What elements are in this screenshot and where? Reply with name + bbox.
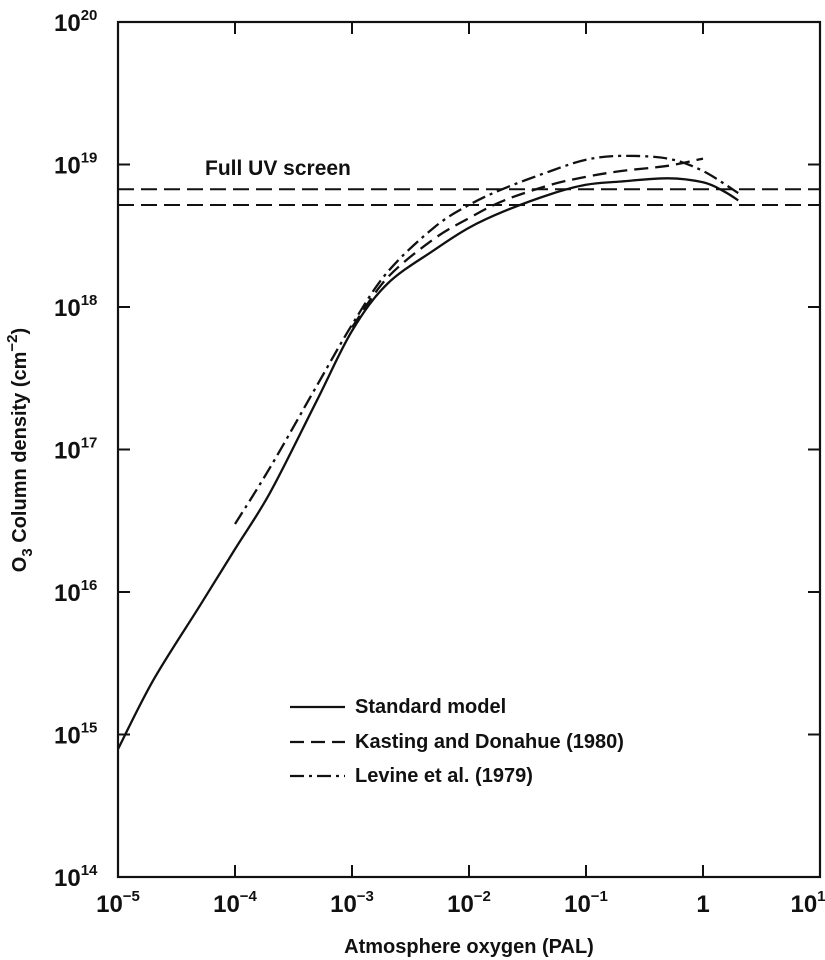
y-axis-title-o: O <box>9 557 31 573</box>
y-axis-title: O3 Column density (cm−2) <box>4 328 36 572</box>
x-tick-label: 1 <box>696 891 709 918</box>
y-axis-title-sub: 3 <box>19 548 36 556</box>
x-tick-label: 10−4 <box>213 888 257 918</box>
x-tick-label: 10−3 <box>330 888 374 918</box>
full-uv-screen-lines <box>118 188 820 206</box>
y-tick-label: 1018 <box>54 292 97 322</box>
x-tick-labels: 10−5 10−4 10−3 10−2 10−1 1 101 <box>96 888 825 918</box>
x-tick-label: 10−5 <box>96 888 140 918</box>
full-uv-screen-label: Full UV screen <box>205 157 351 180</box>
y-axis-title-rest: Column density (cm <box>9 352 31 549</box>
y-tick-label: 1016 <box>54 577 97 607</box>
series-line-standard-model <box>116 177 739 750</box>
series-line-levine-et-al-1979 <box>234 154 739 525</box>
y-tick-label: 1014 <box>54 862 98 892</box>
y-tick-labels: 1014 1015 1016 1017 1018 1019 1020 <box>54 7 98 892</box>
y-tick-label: 1020 <box>54 7 97 37</box>
y-tick-label: 1019 <box>54 150 97 180</box>
y-tick-label: 1015 <box>54 720 97 750</box>
x-tick-label: 10−2 <box>447 888 491 918</box>
axis-ticks <box>118 22 820 877</box>
legend-label: Kasting and Donahue (1980) <box>355 731 624 753</box>
legend-label: Levine et al. (1979) <box>355 765 533 787</box>
y-axis-title-sup: −2 <box>4 334 21 351</box>
x-axis-title: Atmosphere oxygen (PAL) <box>344 936 594 958</box>
y-tick-label: 1017 <box>54 435 97 465</box>
series-group <box>116 154 739 750</box>
y-axis-title-close: ) <box>9 328 31 335</box>
series-line-kasting-and-donahue-1980 <box>351 157 704 328</box>
legend-label: Standard model <box>355 696 506 718</box>
x-tick-label: 101 <box>790 888 825 918</box>
x-tick-label: 10−1 <box>564 888 608 918</box>
legend: Standard model Kasting and Donahue (1980)… <box>290 696 624 787</box>
